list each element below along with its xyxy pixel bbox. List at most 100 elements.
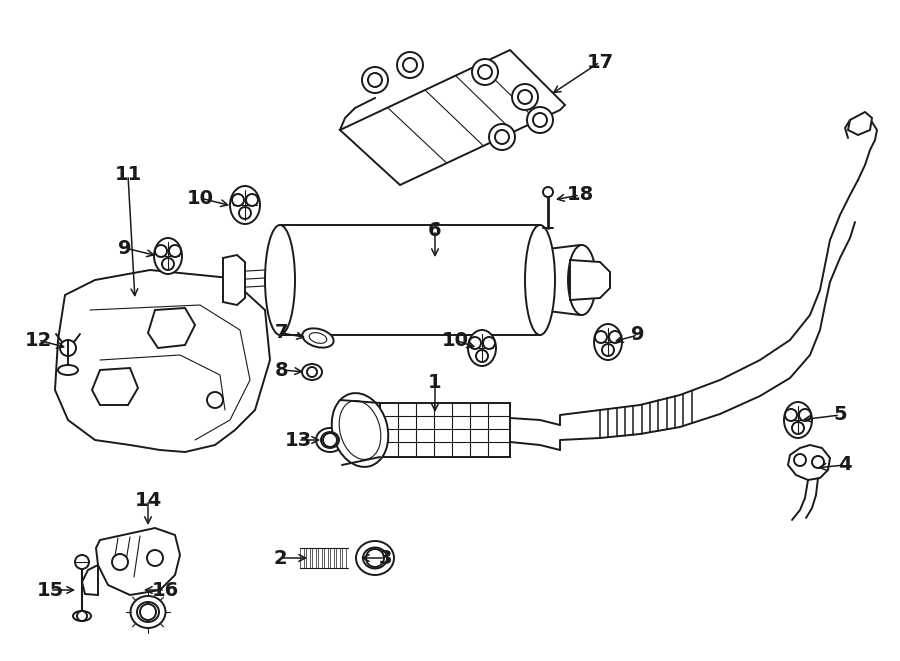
Polygon shape: [340, 50, 565, 185]
Polygon shape: [848, 112, 872, 135]
Circle shape: [246, 194, 258, 206]
Polygon shape: [223, 255, 245, 305]
Circle shape: [239, 207, 251, 219]
Text: 8: 8: [275, 360, 289, 379]
Text: 18: 18: [566, 186, 594, 204]
Text: 5: 5: [833, 405, 847, 424]
Ellipse shape: [130, 596, 166, 628]
Polygon shape: [280, 225, 540, 335]
Polygon shape: [342, 548, 346, 568]
Circle shape: [609, 331, 621, 343]
Ellipse shape: [568, 245, 596, 315]
Polygon shape: [312, 548, 316, 568]
Polygon shape: [336, 548, 340, 568]
Ellipse shape: [363, 547, 387, 568]
Text: 10: 10: [186, 188, 213, 208]
Circle shape: [169, 245, 181, 257]
Circle shape: [812, 456, 824, 468]
Circle shape: [60, 340, 76, 356]
Ellipse shape: [332, 393, 388, 467]
Polygon shape: [570, 260, 610, 300]
Ellipse shape: [525, 225, 555, 335]
Circle shape: [512, 84, 538, 110]
Circle shape: [232, 194, 244, 206]
Ellipse shape: [339, 401, 381, 459]
Circle shape: [112, 554, 128, 570]
Polygon shape: [300, 548, 304, 568]
Ellipse shape: [137, 602, 159, 622]
Ellipse shape: [310, 332, 327, 343]
Circle shape: [403, 58, 417, 72]
Circle shape: [362, 67, 388, 93]
Circle shape: [476, 350, 488, 362]
Text: 11: 11: [114, 165, 141, 184]
Text: 3: 3: [378, 549, 392, 568]
Circle shape: [366, 549, 384, 567]
Circle shape: [75, 555, 89, 569]
Polygon shape: [92, 368, 138, 405]
Ellipse shape: [316, 428, 344, 452]
Ellipse shape: [73, 611, 91, 621]
Text: 6: 6: [428, 221, 442, 239]
Polygon shape: [148, 308, 195, 348]
Circle shape: [140, 604, 156, 620]
Circle shape: [207, 392, 223, 408]
Polygon shape: [318, 548, 322, 568]
Ellipse shape: [265, 225, 295, 335]
Circle shape: [602, 344, 614, 356]
Ellipse shape: [356, 541, 394, 575]
Circle shape: [368, 73, 382, 87]
Text: 16: 16: [151, 580, 178, 600]
Circle shape: [478, 65, 492, 79]
Ellipse shape: [321, 432, 339, 448]
Ellipse shape: [302, 329, 334, 348]
Circle shape: [543, 187, 553, 197]
Circle shape: [147, 550, 163, 566]
Circle shape: [595, 331, 607, 343]
Polygon shape: [330, 548, 334, 568]
Text: 2: 2: [274, 549, 287, 568]
Text: 4: 4: [838, 455, 851, 475]
Polygon shape: [306, 548, 310, 568]
Circle shape: [483, 337, 495, 349]
Circle shape: [307, 367, 317, 377]
Ellipse shape: [302, 364, 322, 380]
Ellipse shape: [468, 330, 496, 366]
Polygon shape: [82, 565, 98, 595]
Text: 13: 13: [284, 430, 311, 449]
Ellipse shape: [230, 186, 260, 224]
Circle shape: [397, 52, 423, 78]
Polygon shape: [380, 403, 510, 457]
Circle shape: [469, 337, 481, 349]
Circle shape: [323, 433, 337, 447]
Text: 17: 17: [587, 52, 614, 71]
Text: 10: 10: [442, 330, 469, 350]
Circle shape: [785, 409, 797, 421]
Text: 15: 15: [36, 580, 64, 600]
Circle shape: [799, 409, 811, 421]
Circle shape: [77, 611, 87, 621]
Text: 7: 7: [275, 323, 289, 342]
Polygon shape: [324, 548, 328, 568]
Circle shape: [794, 454, 806, 466]
Text: 1: 1: [428, 373, 442, 391]
Circle shape: [495, 130, 509, 144]
Text: 9: 9: [118, 239, 131, 258]
Ellipse shape: [594, 324, 622, 360]
Polygon shape: [788, 445, 830, 480]
Circle shape: [489, 124, 515, 150]
Circle shape: [155, 245, 167, 257]
Polygon shape: [560, 180, 858, 450]
Text: 9: 9: [631, 325, 644, 344]
Ellipse shape: [58, 365, 78, 375]
Ellipse shape: [154, 238, 182, 274]
Circle shape: [518, 90, 532, 104]
Text: 14: 14: [134, 490, 162, 510]
Polygon shape: [96, 528, 180, 595]
Polygon shape: [55, 270, 270, 452]
Circle shape: [472, 59, 498, 85]
Ellipse shape: [784, 402, 812, 438]
Circle shape: [792, 422, 804, 434]
Circle shape: [527, 107, 553, 133]
Text: 12: 12: [24, 330, 51, 350]
